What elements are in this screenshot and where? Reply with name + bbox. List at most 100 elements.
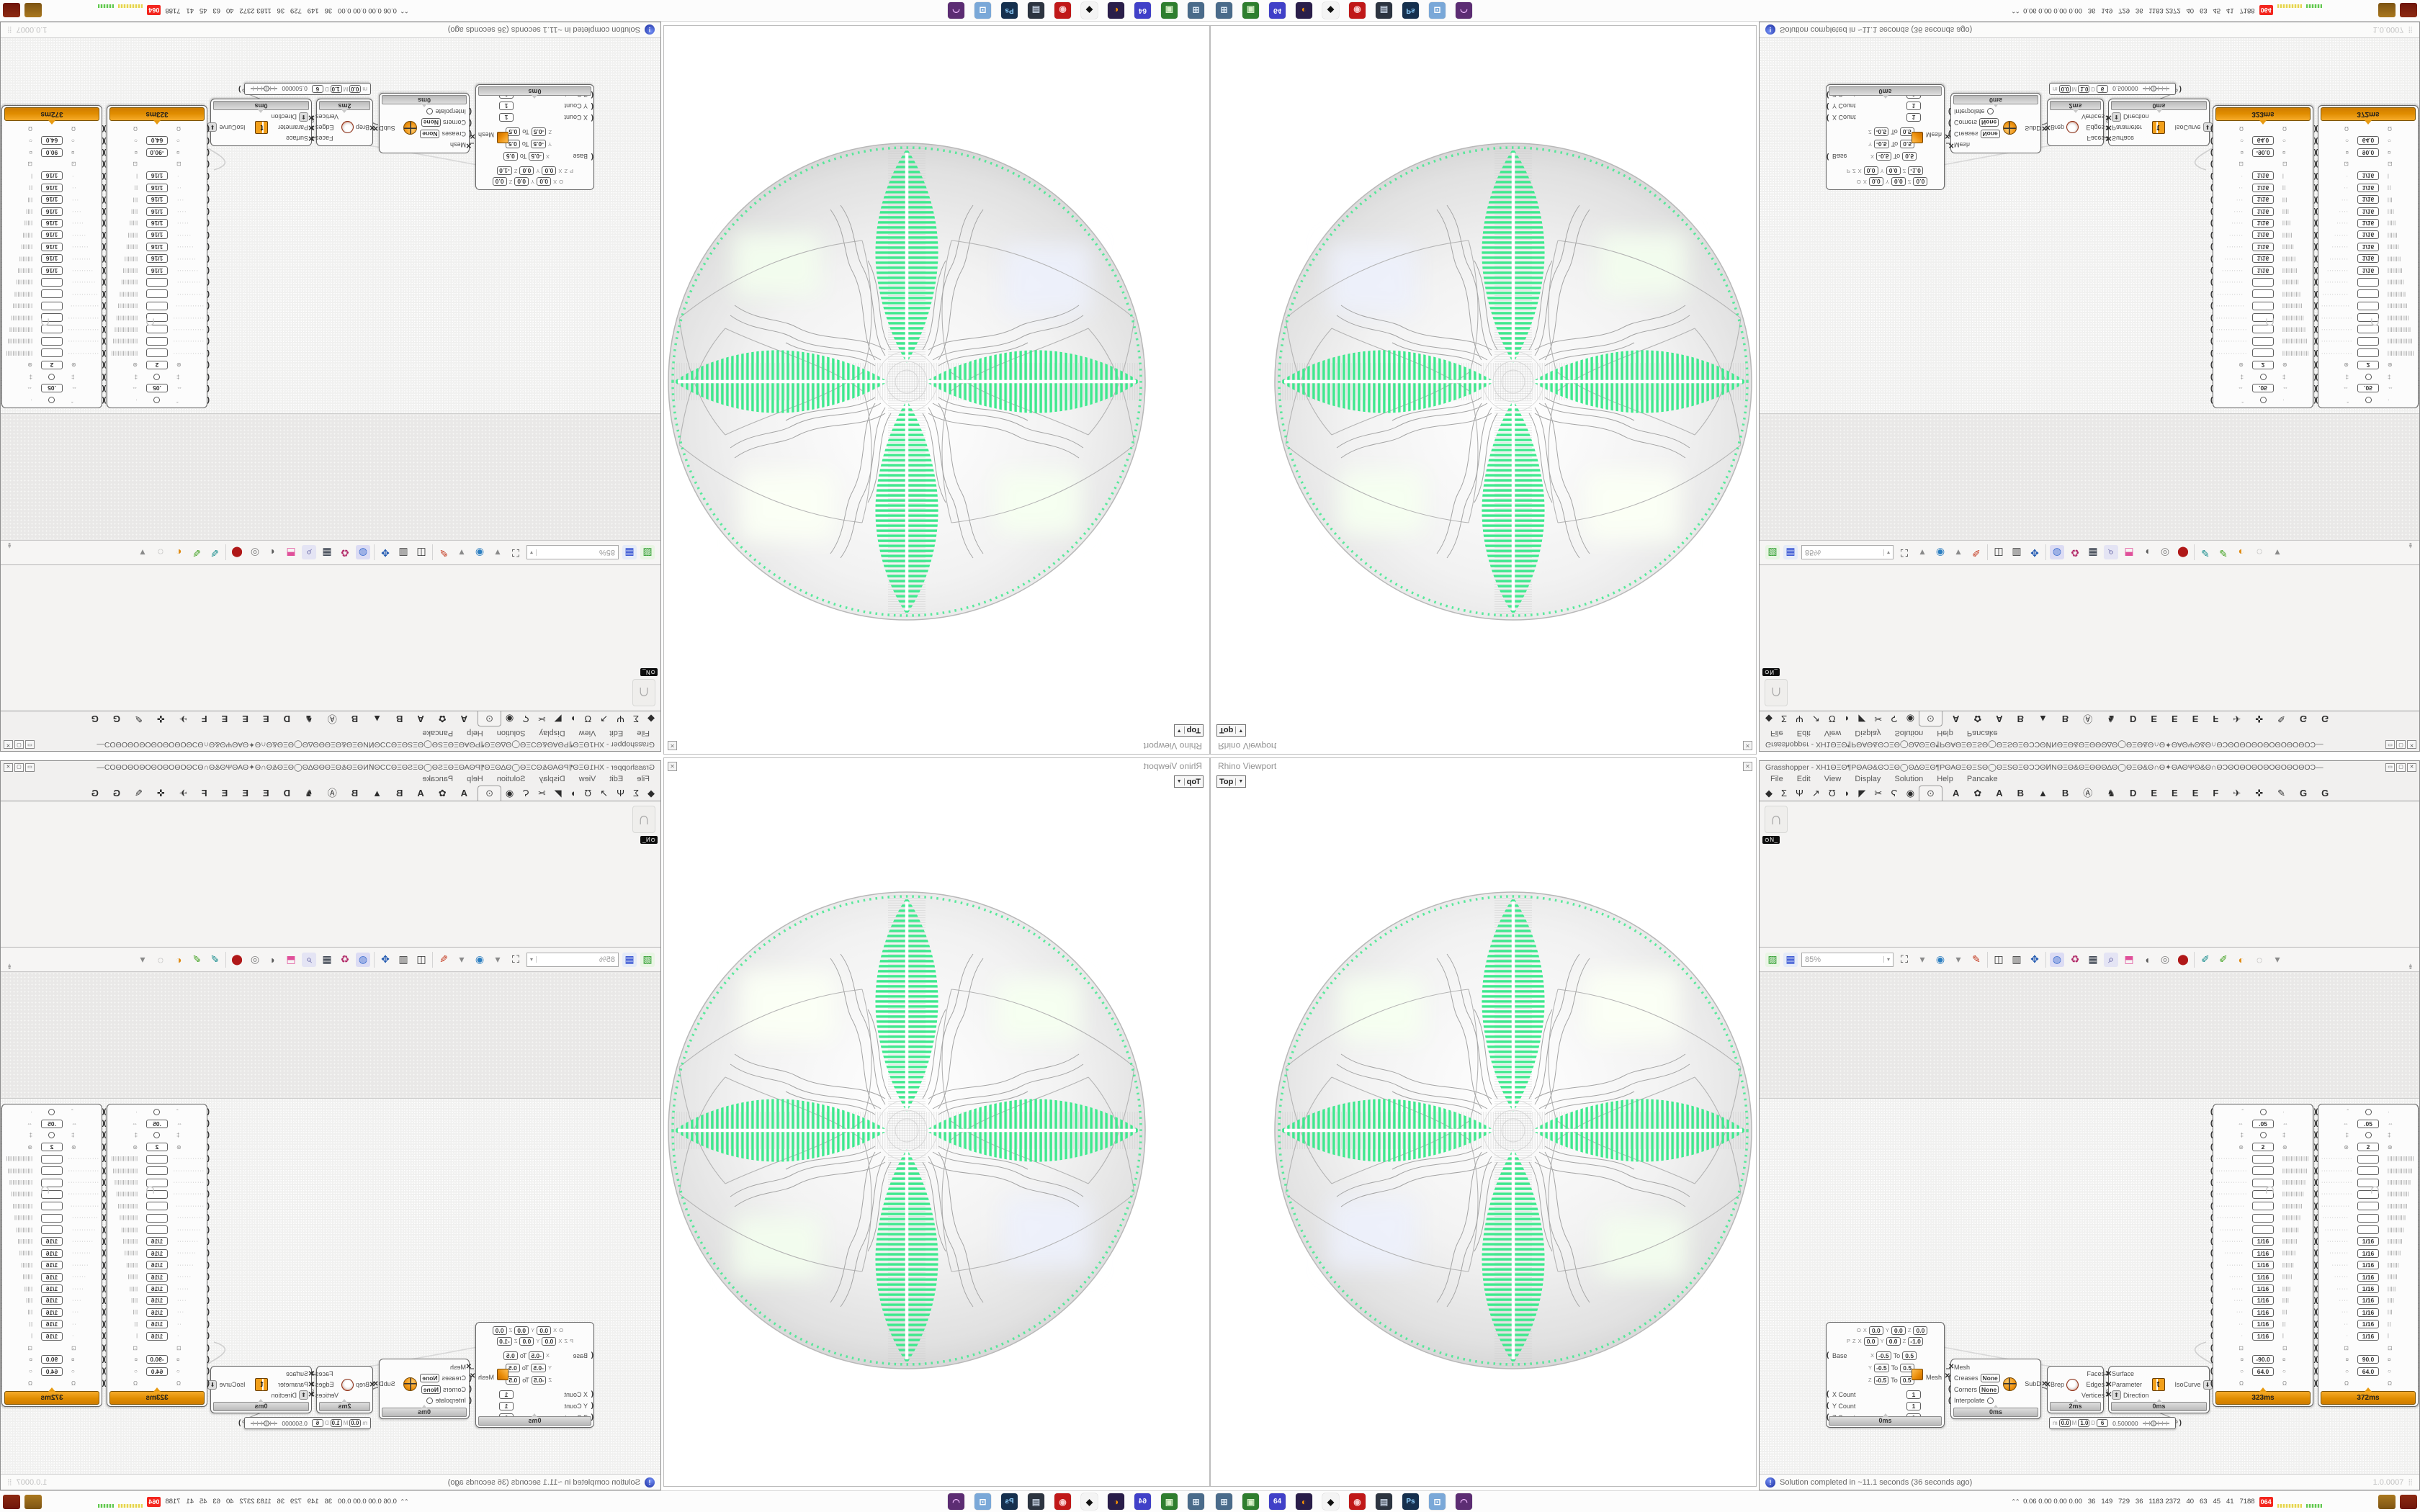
plugin-tab-7[interactable]: ♞ [2107,788,2115,798]
input-grip[interactable]: ( [2210,313,2213,322]
input-grip[interactable]: ( [102,384,104,392]
sketch-pen-icon[interactable]: ✎ [439,547,448,559]
zoom-level-select[interactable]: 85% ▾ [526,545,619,560]
input-grip[interactable]: ( [102,1320,104,1328]
stream-value[interactable] [146,277,168,287]
menu-item-pancake[interactable]: Pancake [1966,729,1998,737]
input-grip[interactable]: ( [102,1261,104,1269]
category-tab-1[interactable]: Σ [1781,714,1788,724]
menu-item-display[interactable]: Display [539,775,565,783]
input-grip[interactable]: ( [207,1367,210,1376]
stream-value[interactable]: 1/16 [2357,1237,2379,1246]
plugin-tab-5[interactable]: B [351,714,359,724]
row-value-box[interactable]: .05 [41,1119,63,1128]
rhino-app-icon[interactable]: ◉ [1054,1493,1071,1510]
radio-toggle[interactable] [426,108,434,115]
param-value[interactable]: 0.0 [542,1336,557,1346]
md-slider-component[interactable]: m 0.0 M 1.0 D 6 0.500000 ) [238,83,371,95]
input-grip[interactable]: ( [1827,153,1829,161]
row-value-box[interactable]: .05 [2252,384,2274,393]
plugin-tab-14[interactable]: ✜ [156,714,165,724]
menu-item-view[interactable]: View [578,775,596,783]
sphere-preview-icon[interactable]: ◖ [2143,953,2151,966]
stream-value[interactable] [146,336,168,346]
photoshop-app-icon[interactable]: Ps [1001,1493,1018,1510]
input-grip[interactable]: ( [2210,171,2213,180]
plugin-tab-0[interactable]: A [1952,788,1960,798]
stream-value[interactable]: 1/16 [146,254,168,264]
row-value-box[interactable]: 90.0 [2357,1355,2379,1364]
row-value-box[interactable]: .05 [2357,1119,2379,1128]
scroll-down-icon[interactable]: ⇟ [6,541,13,549]
row-value-box[interactable]: 2 [2357,1143,2379,1152]
row-value-box[interactable]: 64.0 [41,1367,63,1376]
slider-max-value[interactable]: 1.0 [2078,1419,2090,1427]
input-grip[interactable]: ✕ [465,140,472,149]
input-grip[interactable]: ( [207,1296,210,1305]
input-grip[interactable]: ( [102,325,104,333]
param-value[interactable]: -0.5 [1874,140,1889,149]
row-value-box[interactable]: -90.0 [146,148,168,157]
param-value[interactable]: -1.0 [1908,166,1923,176]
menu-item-solution[interactable]: Solution [1894,729,1924,737]
input-grip[interactable]: ( [2316,1379,2318,1387]
row-value-box[interactable]: .05 [146,1119,168,1128]
output-grip[interactable]: ✕ [2105,1370,2111,1378]
menu-item-pancake[interactable]: Pancake [422,729,454,737]
input-grip[interactable]: ( [1827,1390,1829,1398]
input-grip[interactable]: ✕ [1948,140,1955,149]
stream-value[interactable] [2252,348,2274,358]
input-grip[interactable]: ( [102,207,104,216]
category-tab-1[interactable]: Σ [632,788,639,798]
plugin-tab-8[interactable]: D [283,714,291,724]
input-grip[interactable]: ( [591,114,593,122]
input-grip[interactable]: ( [2316,1344,2318,1352]
orange-ball-icon[interactable]: ◐ [2238,546,2245,559]
tray-brown-icon[interactable] [2378,3,2396,18]
output-grip[interactable]: ) [2313,1143,2316,1151]
pink-box-icon[interactable]: ⬒ [286,953,296,965]
stream-value[interactable] [41,1154,63,1164]
plugin-tab-15[interactable]: ✎ [2277,788,2286,798]
input-grip[interactable]: ( [2210,195,2213,204]
input-grip[interactable]: ( [2210,1214,2213,1223]
stream-value[interactable]: 1/16 [2252,1296,2274,1305]
input-value[interactable]: None [420,129,440,138]
input-grip[interactable]: ✕ [1948,1363,1955,1372]
stream-value[interactable]: 1/16 [41,254,63,264]
owl-app-icon[interactable]: ◠ [1456,2,1472,19]
camera-icon[interactable]: ◫ [416,547,426,559]
category-tab-3[interactable]: ↗ [1811,788,1820,798]
row-value-box[interactable]: 2 [2357,360,2379,369]
stream-value[interactable]: 1/16 [146,1331,168,1341]
param-value[interactable]: -0.5 [1874,1363,1889,1372]
category-tab-selected[interactable]: ⊙ [478,711,501,726]
chart-window-icon[interactable]: ▦ [322,953,332,965]
slider-min-value[interactable]: 0.0 [349,85,362,93]
plugin-tab-6[interactable]: Ⓐ [327,714,337,724]
chevrons-up-icon[interactable]: ⌃⌃ [400,7,409,14]
param-value[interactable]: 0.5 [1902,152,1917,161]
input-grip[interactable]: ✕ [2106,123,2112,132]
input-grip[interactable]: ( [207,325,210,333]
stream-value[interactable]: 1/16 [146,1308,168,1317]
category-tab-9[interactable]: ◉ [505,714,514,724]
plugin-tab-14[interactable]: ✜ [2255,788,2264,798]
input-grip[interactable]: ( [207,396,210,405]
close-button[interactable]: ✕ [4,762,13,772]
stream-value[interactable] [2357,1189,2379,1199]
input-grip[interactable]: ( [2210,1107,2213,1116]
stream-value[interactable]: 1/16 [2357,218,2379,228]
input-grip[interactable]: ( [2316,219,2318,228]
menu-item-solution[interactable]: Solution [496,775,526,783]
rhino-app-icon[interactable]: ◉ [1349,2,1366,19]
resize-grip-icon[interactable]: ⣿ [6,1478,12,1485]
input-grip[interactable]: ( [591,102,593,110]
screenshot-app-icon[interactable]: ⊡ [974,1493,991,1510]
teal-marker-icon[interactable]: ✐ [2201,953,2210,965]
output-grip[interactable]: ) [2313,1120,2316,1128]
plugin-tab-4[interactable]: ▲ [372,788,382,798]
